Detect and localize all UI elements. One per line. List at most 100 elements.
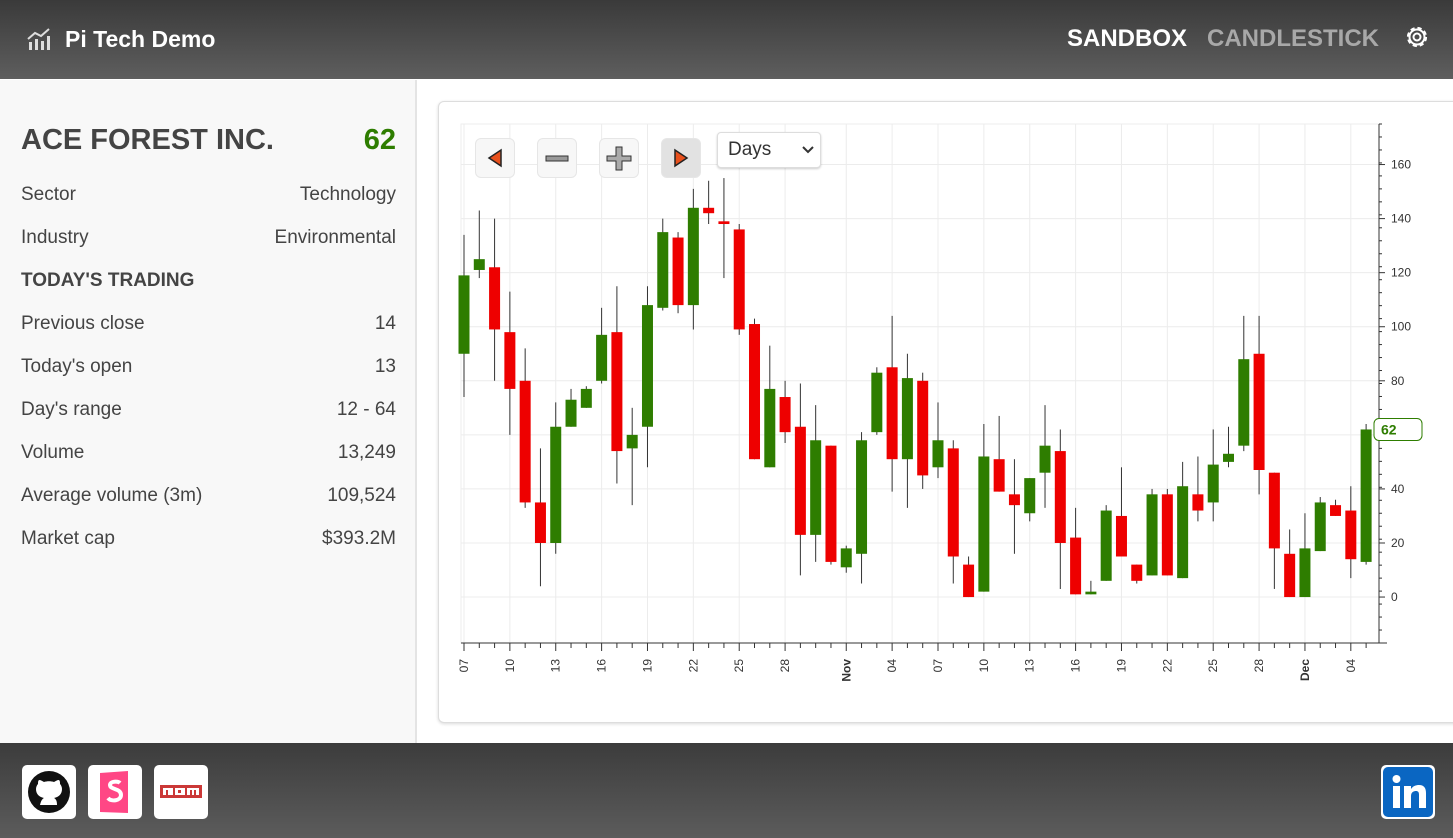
x-tick-label: 19 xyxy=(1114,659,1128,673)
x-tick-label: 10 xyxy=(503,659,517,673)
candle-body xyxy=(749,324,761,460)
x-tick-label: 07 xyxy=(457,659,471,673)
pan-right-button[interactable] xyxy=(661,138,701,178)
candle-body xyxy=(1284,553,1296,598)
candle-body xyxy=(1039,445,1051,473)
candle-body xyxy=(1024,478,1036,514)
candle-body xyxy=(1268,472,1280,549)
stock-price: 62 xyxy=(363,124,396,156)
candle-body xyxy=(1054,451,1066,543)
stock-heading: ACE FOREST INC. 62 xyxy=(21,124,396,157)
x-tick-label: 22 xyxy=(1160,659,1174,673)
label: Today's open xyxy=(21,356,133,377)
y-tick-label: 100 xyxy=(1391,320,1411,334)
logo-icon xyxy=(27,28,50,50)
candle-body xyxy=(1314,502,1326,552)
x-tick-label: 16 xyxy=(1069,659,1083,673)
trading-row: Previous close 14 xyxy=(21,313,396,335)
x-tick-label: 04 xyxy=(1344,659,1358,673)
trading-row: Volume 13,249 xyxy=(21,442,396,464)
candle-body xyxy=(1146,494,1158,576)
x-tick-label: 22 xyxy=(686,659,700,673)
pan-left-button[interactable] xyxy=(475,138,515,178)
candle-body xyxy=(489,267,501,330)
candle-body xyxy=(1360,429,1372,562)
candle-body xyxy=(657,232,669,308)
last-price-label: 62 xyxy=(1381,421,1397,437)
info-row: Sector Technology xyxy=(21,184,396,206)
candle-body xyxy=(1131,564,1143,581)
candle-body xyxy=(825,445,837,562)
candle-body xyxy=(1115,515,1127,557)
value: 14 xyxy=(374,313,396,334)
x-tick-label: 28 xyxy=(778,659,792,673)
candle-body xyxy=(1177,486,1189,579)
candle-body xyxy=(1330,505,1342,516)
candle-body xyxy=(932,440,944,468)
x-tick-label: 10 xyxy=(977,659,991,673)
x-tick-label: 13 xyxy=(1023,659,1037,673)
candle-body xyxy=(794,426,806,535)
interval-select[interactable]: Days xyxy=(717,132,821,168)
candle-body xyxy=(840,548,852,568)
x-tick-label: 28 xyxy=(1252,659,1266,673)
label: Average volume (3m) xyxy=(21,485,203,506)
trading-row: Today's open 13 xyxy=(21,356,396,378)
candle-body xyxy=(871,372,883,433)
candle-body xyxy=(764,388,776,468)
candle-body xyxy=(886,367,898,460)
candle-body xyxy=(1192,494,1204,511)
candle-body xyxy=(963,564,975,598)
x-tick-label: 04 xyxy=(885,659,899,673)
label: Volume xyxy=(21,442,85,463)
candle-body xyxy=(534,502,546,543)
footer xyxy=(0,743,1453,838)
candle-body xyxy=(718,221,730,225)
candle-body xyxy=(917,380,929,476)
value: Environmental xyxy=(274,227,396,248)
label: TODAY'S TRADING xyxy=(21,270,195,291)
candle-body xyxy=(1008,494,1020,506)
nav-link[interactable]: SANDBOX xyxy=(1067,25,1188,52)
settings-icon[interactable] xyxy=(1402,22,1432,52)
candle-body xyxy=(580,388,592,408)
trading-row: Day's range 12 - 64 xyxy=(21,399,396,421)
value: 13,249 xyxy=(337,442,396,463)
interval-value: Days xyxy=(728,139,772,160)
candle-body xyxy=(856,440,868,554)
x-tick-label: 19 xyxy=(640,659,654,673)
x-tick-label: 13 xyxy=(549,659,563,673)
candle-body xyxy=(1345,510,1357,560)
candle-body xyxy=(1207,464,1219,503)
label: Day's range xyxy=(21,399,122,420)
candle-body xyxy=(626,434,638,449)
label: Previous close xyxy=(21,313,145,334)
y-tick-label: 0 xyxy=(1391,590,1398,604)
value: $393.2M xyxy=(322,528,396,549)
label: Sector xyxy=(21,184,76,205)
header: Pi Tech Demo SANDBOX CANDLESTICK xyxy=(0,0,1453,79)
zoom-out-button[interactable] xyxy=(537,138,577,178)
candle-body xyxy=(504,332,516,389)
linkedin-link[interactable] xyxy=(1381,765,1435,819)
zoom-in-button[interactable] xyxy=(599,138,639,178)
candle-body xyxy=(1238,359,1250,446)
candle-body xyxy=(947,448,959,557)
storybook-link[interactable] xyxy=(88,765,142,819)
candle-body xyxy=(810,440,822,535)
nav-link[interactable]: CANDLESTICK xyxy=(1207,25,1379,52)
label: Market cap xyxy=(21,528,115,549)
candle-body xyxy=(703,207,715,214)
x-tick-label: 16 xyxy=(595,659,609,673)
npm-link[interactable] xyxy=(154,765,208,819)
y-tick-label: 120 xyxy=(1391,266,1411,280)
github-link[interactable] xyxy=(22,765,76,819)
candle-body xyxy=(1299,548,1311,598)
x-tick-label: 25 xyxy=(1206,659,1220,673)
candle-body xyxy=(978,456,990,592)
x-tick-label: 07 xyxy=(931,659,945,673)
candle-body xyxy=(672,237,684,306)
x-tick-label: Dec xyxy=(1298,659,1312,681)
candle-body xyxy=(565,399,577,427)
